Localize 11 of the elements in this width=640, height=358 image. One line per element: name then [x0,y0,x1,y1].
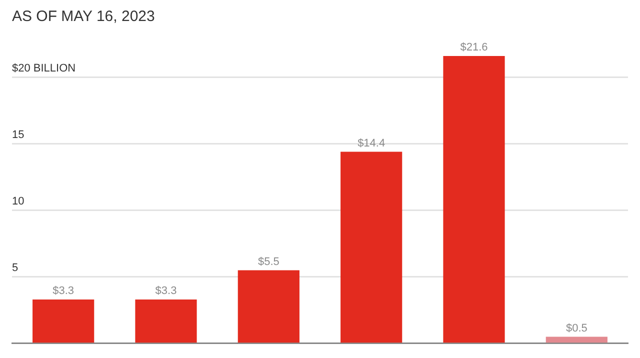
chart-title: AS OF MAY 16, 2023 [12,8,155,26]
data-label: $0.5 [566,322,588,334]
data-label: $14.4 [358,137,386,150]
y-tick-label: 15 [12,128,24,141]
data-label: $3.3 [52,285,74,298]
y-tick-label: $20 BILLION [12,62,76,74]
y-tick-label: 5 [12,262,18,274]
y-tick-label: 10 [12,195,24,208]
data-label: $21.6 [460,42,488,54]
data-label: $5.5 [258,256,280,268]
data-label: $3.3 [155,285,177,298]
